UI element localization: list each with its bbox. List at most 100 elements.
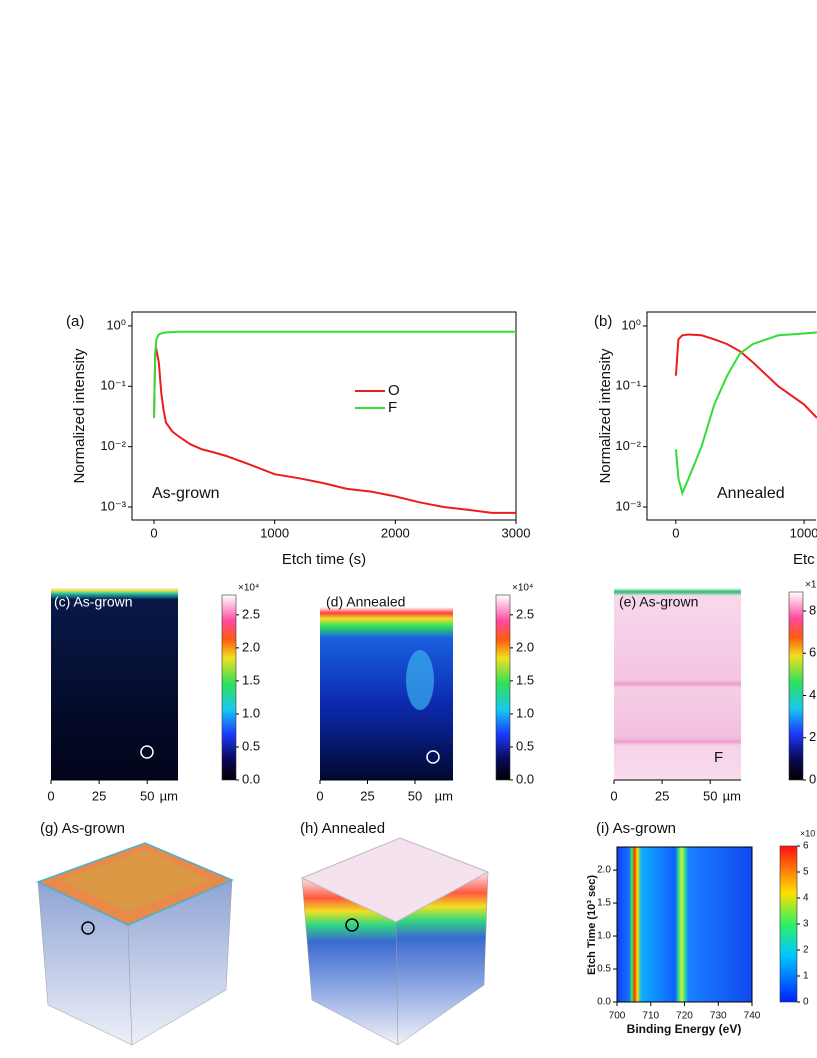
image-e	[614, 588, 741, 780]
marker-circle	[426, 750, 440, 764]
scale-tick-label: 50	[703, 788, 717, 803]
y-tick-label: 10⁻³	[100, 498, 126, 513]
series-line	[674, 333, 817, 419]
scale-unit: µm	[723, 788, 741, 803]
cube-h	[300, 837, 490, 1046]
colorbar-tick-label: 0.5	[242, 738, 260, 753]
scale-tick-label: 25	[360, 788, 374, 803]
colorbar-unit: ×10⁴	[238, 583, 259, 594]
colorbar	[779, 845, 798, 1003]
cube-g	[36, 842, 234, 1046]
scale-unit: µm	[435, 788, 453, 803]
x-tick-label: 0	[672, 525, 679, 540]
scale-tick-label: 0	[47, 788, 54, 803]
panel-label: (b)	[594, 313, 612, 330]
colorbar-tick-label: 3	[803, 919, 809, 930]
y-tick-label: 1.0	[597, 931, 611, 942]
colorbar-tick-label: 0	[803, 997, 809, 1008]
x-tick-label: 710	[642, 1011, 659, 1022]
colorbar	[788, 591, 804, 781]
axis-frame	[646, 311, 816, 521]
y-tick-label: 10⁻¹	[100, 378, 126, 393]
image-d-feature	[406, 650, 434, 710]
panel-label: (g) As-grown	[40, 820, 125, 837]
series-line	[674, 331, 817, 497]
series-line	[153, 330, 516, 418]
colorbar-tick-label: 4	[803, 893, 809, 904]
x-tick-label: 2000	[381, 525, 410, 540]
colorbar-unit: ×10⁴	[512, 583, 533, 594]
marker-circle	[140, 745, 154, 759]
colorbar-tick-label: 1.5	[516, 672, 534, 687]
annotation: Annealed	[717, 485, 785, 502]
colorbar-tick-label: 2	[809, 729, 816, 744]
x-tick-label: 1000	[790, 525, 817, 540]
legend-label: F	[388, 399, 397, 416]
colorbar	[495, 594, 511, 781]
x-tick-label: 700	[609, 1011, 626, 1022]
scale-tick-label: 25	[92, 788, 106, 803]
scale-tick-label: 25	[655, 788, 669, 803]
colorbar-tick-label: 0	[809, 771, 816, 786]
y-tick-label: 2.0	[597, 865, 611, 876]
heatmap-image	[617, 847, 752, 1002]
scale-tick-label: 0	[316, 788, 323, 803]
image-c	[51, 588, 178, 780]
y-tick-label: 10⁻³	[615, 498, 641, 513]
x-tick-label: 0	[150, 525, 157, 540]
x-tick-label: 730	[710, 1011, 727, 1022]
colorbar-tick-label: 1	[803, 971, 809, 982]
colorbar-tick-label: 4	[809, 687, 816, 702]
panel-label: (h) Annealed	[300, 820, 385, 837]
y-tick-label: 10⁻¹	[615, 378, 641, 393]
y-tick-label: 10⁰	[621, 317, 641, 332]
y-tick-label: 10⁻²	[615, 438, 641, 453]
x-axis-label: Binding Energy (eV)	[627, 1022, 742, 1036]
image-label: (e) As-grown	[619, 594, 698, 610]
y-axis-label: Normalized intensity	[597, 348, 614, 484]
colorbar-tick-label: 0.5	[516, 738, 534, 753]
scale-tick-label: 0	[610, 788, 617, 803]
y-tick-label: 10⁰	[106, 317, 126, 332]
colorbar-tick-label: 6	[803, 841, 809, 852]
y-tick-label: 0.0	[597, 997, 611, 1008]
colorbar-tick-label: 5	[803, 867, 809, 878]
element-label: F	[714, 749, 723, 766]
scale-unit: µm	[160, 788, 178, 803]
legend-label: O	[388, 382, 400, 399]
colorbar-tick-label: 2.5	[242, 606, 260, 621]
x-axis-label: Etc	[793, 551, 815, 568]
scale-tick-label: 50	[140, 788, 154, 803]
colorbar-unit: ×1	[805, 580, 817, 591]
x-tick-label: 3000	[502, 525, 531, 540]
image-label: (d) Annealed	[326, 594, 405, 610]
x-tick-label: 720	[676, 1011, 693, 1022]
y-tick-label: 1.5	[597, 898, 611, 909]
colorbar-tick-label: 8	[809, 602, 816, 617]
colorbar-tick-label: 6	[809, 645, 816, 660]
image-label: (c) As-grown	[54, 594, 133, 610]
colorbar-tick-label: 0.0	[516, 771, 534, 786]
series-line	[153, 346, 516, 514]
colorbar-tick-label: 2	[803, 945, 809, 956]
x-tick-label: 1000	[260, 525, 289, 540]
y-axis-label: Etch Time (10³ sec)	[586, 875, 598, 975]
x-tick-label: 740	[744, 1011, 761, 1022]
colorbar-tick-label: 0.0	[242, 771, 260, 786]
colorbar-tick-label: 2.0	[516, 639, 534, 654]
panel-label: (a)	[66, 313, 84, 330]
colorbar-tick-label: 2.5	[516, 606, 534, 621]
colorbar-tick-label: 1.0	[516, 705, 534, 720]
colorbar-tick-label: 2.0	[242, 639, 260, 654]
y-tick-label: 10⁻²	[100, 438, 126, 453]
colorbar-tick-label: 1.5	[242, 672, 260, 687]
y-tick-label: 0.5	[597, 964, 611, 975]
panel-label: (i) As-grown	[596, 820, 676, 837]
y-axis-label: Normalized intensity	[71, 348, 88, 484]
colorbar-unit: ×10	[800, 828, 815, 838]
annotation: As-grown	[152, 485, 220, 502]
colorbar-tick-label: 1.0	[242, 705, 260, 720]
colorbar	[221, 594, 237, 781]
